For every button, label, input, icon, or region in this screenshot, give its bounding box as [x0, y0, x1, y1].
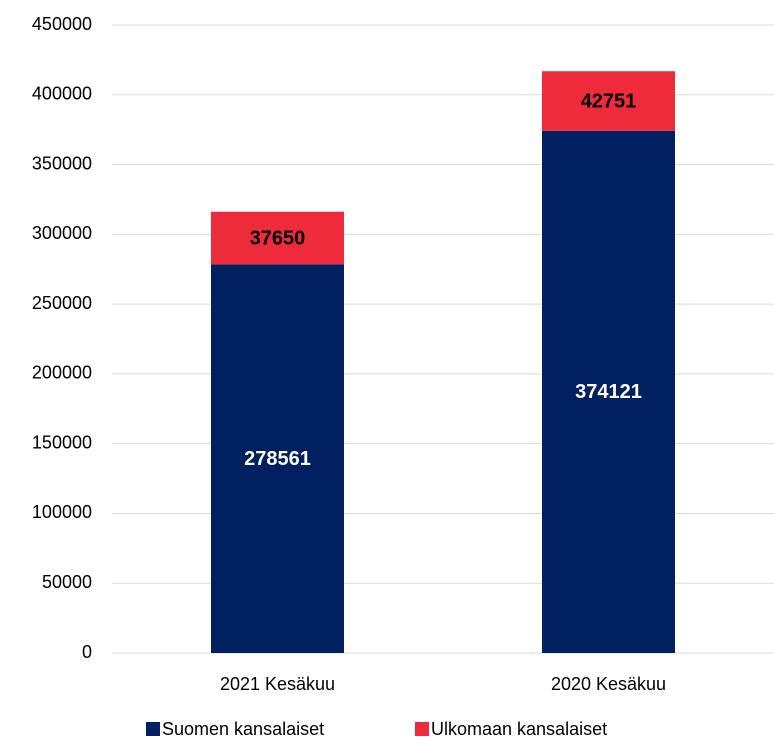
x-tick-label: 2020 Kesäkuu — [551, 674, 666, 694]
y-tick-label: 50000 — [42, 572, 92, 592]
y-tick-label: 0 — [82, 642, 92, 662]
data-label: 37650 — [250, 227, 306, 249]
bar-segment — [211, 211, 344, 265]
data-label: 42751 — [581, 90, 637, 112]
y-tick-label: 300000 — [32, 223, 92, 243]
x-tick-label: 2021 Kesäkuu — [220, 674, 335, 694]
legend-label: Suomen kansalaiset — [162, 719, 324, 739]
legend-swatch — [146, 722, 160, 736]
legend-label: Ulkomaan kansalaiset — [431, 719, 607, 739]
legend-swatch — [415, 722, 429, 736]
y-tick-label: 200000 — [32, 363, 92, 383]
y-tick-label: 150000 — [32, 432, 92, 452]
data-label: 374121 — [575, 381, 642, 403]
bar-segment — [542, 130, 675, 653]
y-tick-label: 450000 — [32, 14, 92, 34]
bar-segment — [542, 71, 675, 131]
y-tick-label: 100000 — [32, 502, 92, 522]
data-label: 278561 — [244, 448, 311, 470]
y-tick-label: 350000 — [32, 153, 92, 173]
y-tick-label: 400000 — [32, 84, 92, 104]
y-tick-label: 250000 — [32, 293, 92, 313]
bar-segment — [211, 264, 344, 653]
